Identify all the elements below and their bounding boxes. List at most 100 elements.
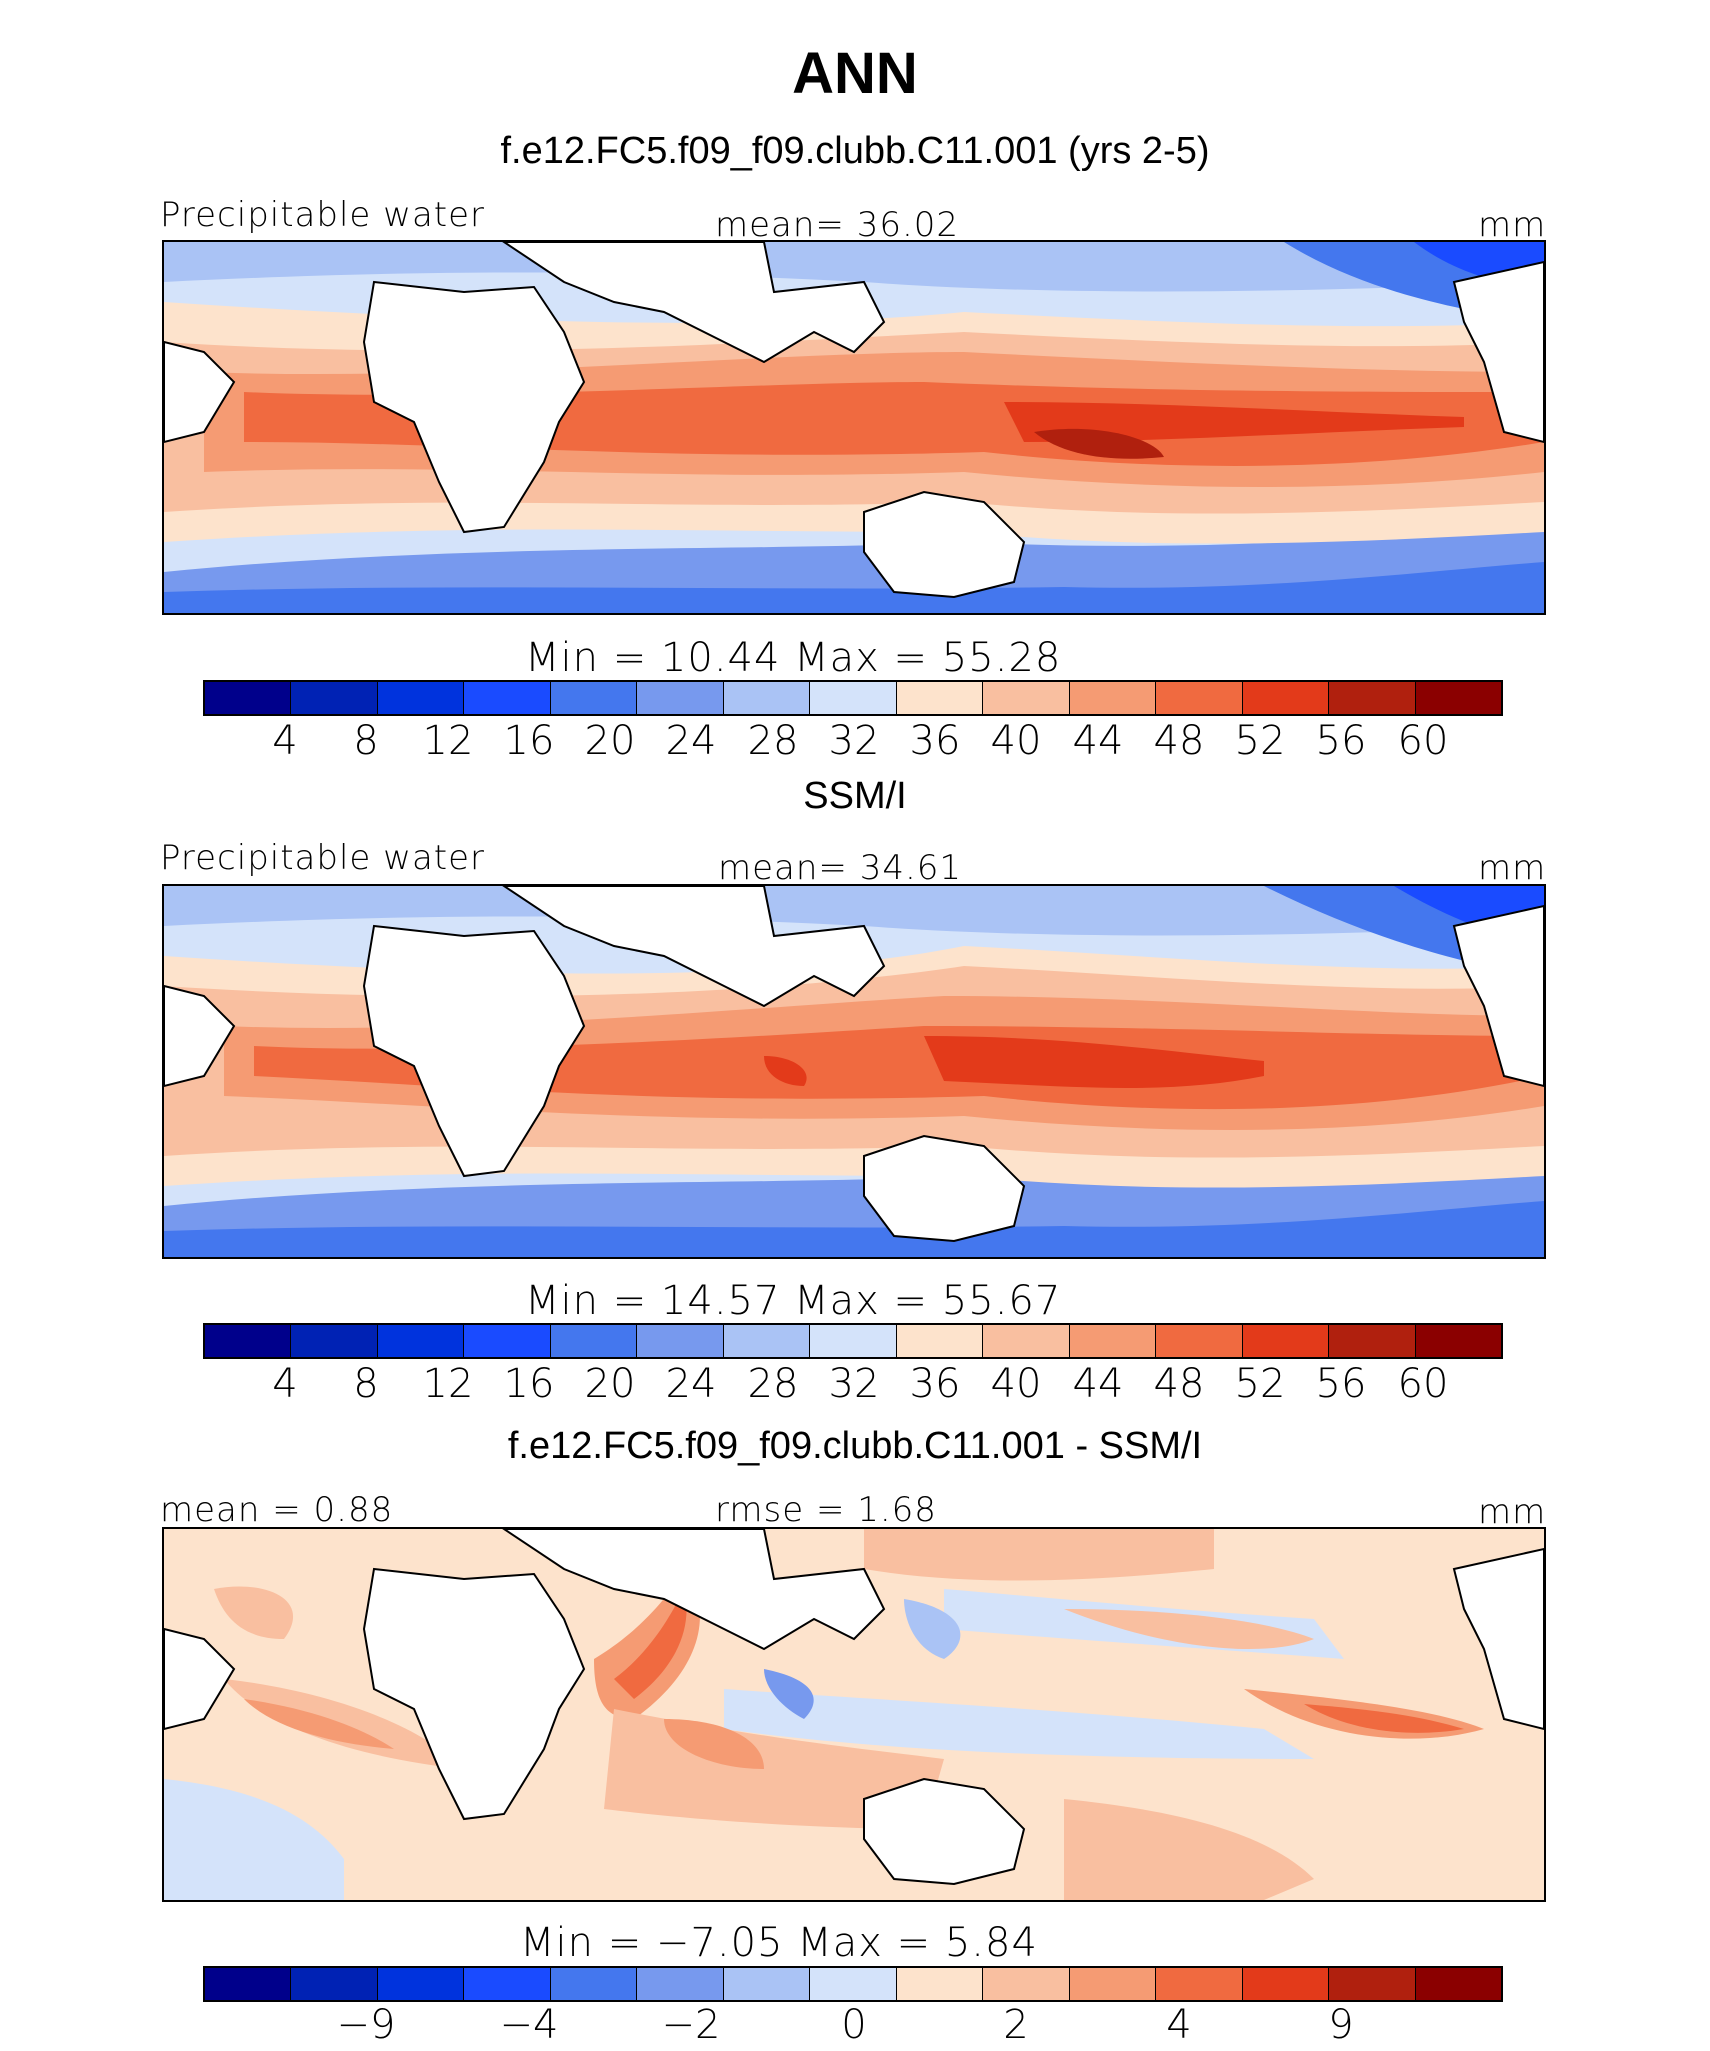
panel3-colorbar-bin <box>205 1968 292 2000</box>
panel1-colorbar-bin <box>205 682 292 714</box>
panel2-colorbar-bin <box>1069 1325 1157 1357</box>
panel2-tick: 40 <box>990 1361 1042 1407</box>
panel2-variable-label: Precipitable water <box>160 838 486 878</box>
panel1-colorbar-bin <box>1069 682 1157 714</box>
panel1-tick: 20 <box>584 718 636 764</box>
panel1-tick: 36 <box>909 718 961 764</box>
panel3-colorbar-bin <box>377 1968 465 2000</box>
panel1-tick: 12 <box>422 718 474 764</box>
panel2-colorbar-bin <box>983 1325 1070 1357</box>
panel1-tick: 8 <box>353 718 379 764</box>
panel3-colorbar-bin <box>1242 1968 1330 2000</box>
panel1-colorbar-bin <box>637 682 724 714</box>
panel2-colorbar-ticks: 4 8 12 16 20 24 28 32 36 40 44 48 52 56 … <box>0 1361 1710 1411</box>
panel1-colorbar-bin <box>1415 682 1502 714</box>
panel2-colorbar <box>203 1323 1503 1359</box>
panel2-tick: 8 <box>353 1361 379 1407</box>
panel1-colorbar-bin <box>896 682 984 714</box>
panel1-tick: 44 <box>1072 718 1124 764</box>
panel3-tick: −4 <box>499 2002 559 2048</box>
panel3-colorbar-ticks: −9 −4 −2 0 2 4 9 <box>0 2002 1710 2051</box>
panel2-tick: 56 <box>1315 1361 1367 1407</box>
panel3-tick: 2 <box>1003 2002 1029 2048</box>
panel3-colorbar-bin <box>291 1968 378 2000</box>
panel2-tick: 20 <box>584 1361 636 1407</box>
panel3-mean-label: mean = 0.88 <box>160 1490 394 1530</box>
panel2-tick: 44 <box>1072 1361 1124 1407</box>
panel3-minmax: Min = −7.05 Max = 5.84 <box>520 1920 1038 1966</box>
panel2-colorbar-bin <box>1415 1325 1502 1357</box>
panel2-tick: 16 <box>503 1361 555 1407</box>
panel1-colorbar-bin <box>377 682 465 714</box>
panel3-tick: 9 <box>1328 2002 1354 2048</box>
panel2-tick: 48 <box>1153 1361 1205 1407</box>
panel3-title: f.e12.FC5.f09_f09.clubb.C11.001 - SSM/I <box>507 1425 1203 1467</box>
panel3-rmse-label: rmse = 1.68 <box>715 1490 937 1530</box>
panel3-colorbar-bin <box>1069 1968 1157 2000</box>
panel2-colorbar-bin <box>810 1325 897 1357</box>
panel2-units-label: mm <box>1478 848 1547 888</box>
panel2-colorbar-bin <box>896 1325 984 1357</box>
panel2-tick: 28 <box>747 1361 799 1407</box>
panel3-colorbar-bin <box>723 1968 811 2000</box>
panel1-tick: 56 <box>1315 718 1367 764</box>
panel1-tick: 40 <box>990 718 1042 764</box>
season-title: ANN <box>792 41 918 106</box>
panel1-tick: 32 <box>828 718 880 764</box>
panel3-colorbar-bin <box>464 1968 551 2000</box>
panel1-tick: 24 <box>665 718 717 764</box>
panel2-title: SSM/I <box>803 775 907 817</box>
panel3-tick: 0 <box>841 2002 867 2048</box>
panel1-colorbar-bin <box>810 682 897 714</box>
panel3-tick: −2 <box>661 2002 721 2048</box>
panel1-tick: 48 <box>1153 718 1205 764</box>
panel3-colorbar-bin <box>1156 1968 1243 2000</box>
panel3-units-label: mm <box>1478 1492 1547 1532</box>
panel3-tick: 4 <box>1166 2002 1192 2048</box>
panel2-colorbar-bin <box>1156 1325 1243 1357</box>
panel3-colorbar-bin <box>1415 1968 1502 2000</box>
panel1-colorbar-bin <box>983 682 1070 714</box>
panel2-colorbar-bin <box>1329 1325 1416 1357</box>
panel1-mean-label: mean= 36.02 <box>715 205 960 245</box>
panel1-colorbar-bin <box>464 682 551 714</box>
panel1-colorbar-ticks: 4 8 12 16 20 24 28 32 36 40 44 48 52 56 … <box>0 718 1710 768</box>
panel1-map <box>162 240 1546 615</box>
panel2-tick: 36 <box>909 1361 961 1407</box>
panel2-tick: 32 <box>828 1361 880 1407</box>
panel1-tick: 60 <box>1397 718 1449 764</box>
panel3-colorbar-bin <box>983 1968 1070 2000</box>
panel1-minmax: Min = 10.44 Max = 55.28 <box>525 635 1062 681</box>
panel1-colorbar-bin <box>1156 682 1243 714</box>
panel1-map-field <box>164 242 1544 613</box>
panel3-colorbar-bin <box>550 1968 638 2000</box>
panel2-map-field <box>164 886 1544 1257</box>
panel2-mean-label: mean= 34.61 <box>718 848 963 888</box>
panel2-tick: 60 <box>1397 1361 1449 1407</box>
panel2-colorbar-bin <box>550 1325 638 1357</box>
panel3-colorbar-bin <box>1329 1968 1416 2000</box>
panel1-colorbar-bin <box>1242 682 1330 714</box>
panel2-map <box>162 884 1546 1259</box>
panel3-colorbar-bin <box>810 1968 897 2000</box>
panel2-colorbar-bin <box>205 1325 292 1357</box>
panel1-colorbar-bin <box>1329 682 1416 714</box>
panel2-tick: 52 <box>1234 1361 1286 1407</box>
panel2-colorbar-bin <box>291 1325 378 1357</box>
panel1-tick: 4 <box>272 718 298 764</box>
panel2-colorbar-bin <box>1242 1325 1330 1357</box>
panel2-colorbar-bin <box>464 1325 551 1357</box>
panel1-colorbar-bin <box>550 682 638 714</box>
panel1-tick: 52 <box>1234 718 1286 764</box>
panel2-tick: 4 <box>272 1361 298 1407</box>
panel2-minmax: Min = 14.57 Max = 55.67 <box>525 1278 1062 1324</box>
panel3-tick: −9 <box>336 2002 396 2048</box>
panel1-colorbar <box>203 680 1503 716</box>
panel3-colorbar-bin <box>637 1968 724 2000</box>
panel2-tick: 24 <box>665 1361 717 1407</box>
panel2-tick: 12 <box>422 1361 474 1407</box>
panel1-tick: 28 <box>747 718 799 764</box>
panel2-colorbar-bin <box>637 1325 724 1357</box>
panel3-map-field <box>164 1529 1544 1900</box>
panel2-colorbar-bin <box>377 1325 465 1357</box>
